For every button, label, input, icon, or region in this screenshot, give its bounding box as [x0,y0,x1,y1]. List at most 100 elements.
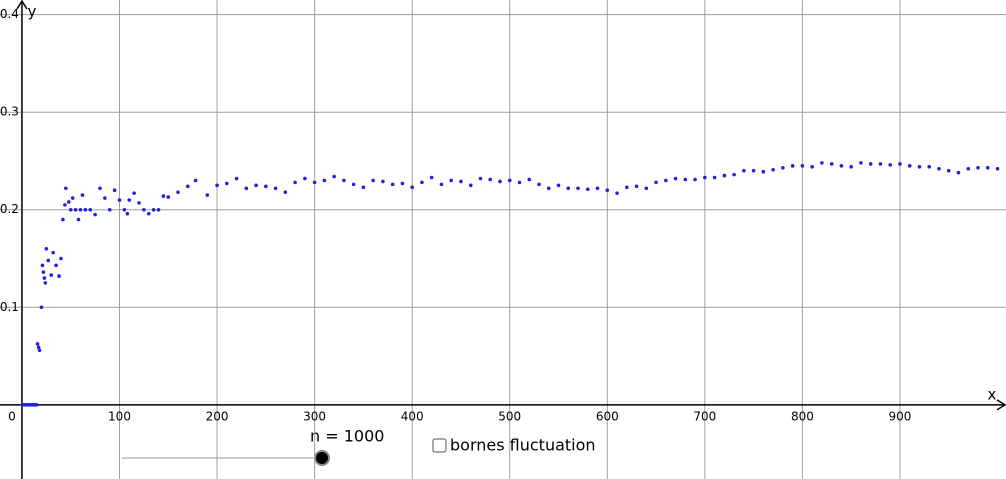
data-point [273,186,278,191]
data-point [576,186,580,191]
data-point [664,178,668,183]
data-point [205,193,210,197]
data-point [76,217,81,222]
data-point [537,182,541,187]
data-point [43,281,48,285]
data-point [654,180,658,185]
data-point [225,181,229,186]
x-axis-label: x [988,385,997,403]
data-point [132,191,136,195]
checkbox[interactable] [432,438,447,453]
x-tick-label: 900 [889,409,912,423]
data-point [83,207,88,212]
data-point [683,177,688,182]
data-point [351,182,356,187]
data-point [907,164,912,168]
data-point [761,169,766,174]
data-point [888,163,893,167]
data-point [517,180,522,185]
data-point [36,345,41,350]
data-point [781,165,785,170]
data-point [732,172,736,177]
data-point [937,166,941,171]
data-point [751,168,756,173]
data-point [459,179,463,184]
data-point [185,184,190,189]
data-point [946,168,951,173]
data-point [35,342,40,346]
data-point [215,183,219,188]
y-axis-label: y [28,3,37,21]
data-point [68,207,73,212]
data-point [546,186,551,191]
data-point [244,186,249,191]
data-point [61,217,65,222]
data-point [51,250,55,255]
data-point [595,186,600,191]
data-point [98,186,102,191]
data-point [898,162,902,166]
data-point [293,180,297,185]
slider-label: n = 1000 [310,427,384,446]
y-axis-arrow [16,0,28,10]
data-point [439,182,444,187]
slider-knob[interactable] [314,450,330,466]
data-point [839,164,844,168]
data-point [332,174,336,179]
data-point [49,273,54,277]
data-point [80,193,85,197]
data-point [176,190,180,194]
x-tick-label: 600 [596,409,619,423]
data-point [976,165,980,170]
data-point [64,186,68,191]
data-point [371,178,375,183]
data-point [722,173,727,178]
data-point [878,162,883,166]
data-point [742,168,746,173]
data-point [234,176,239,181]
data-point [78,207,83,212]
data-point [161,194,166,198]
data-point [312,180,317,185]
data-point [342,178,346,183]
data-point [615,191,619,195]
y-tick-label: 0.2 [0,202,19,216]
data-point [917,165,922,169]
data-point [46,258,51,263]
data-point [410,185,414,190]
data-point [712,175,717,180]
data-point [127,198,132,202]
data-point [54,263,58,268]
data-point [137,201,141,205]
data-point [400,181,405,186]
data-point [57,274,61,278]
checkbox-label[interactable]: bornes fluctuation [450,436,596,455]
data-point [673,176,678,181]
data-point [254,183,258,188]
data-point [122,207,127,212]
data-point [429,175,434,180]
data-point [39,305,44,310]
data-point [59,256,63,261]
data-point [381,179,385,184]
data-point [810,165,814,169]
x-tick-label: 800 [791,409,814,423]
data-point [771,167,775,172]
data-point [112,188,117,193]
data-point [790,164,795,168]
data-point [498,179,502,184]
y-tick-label: 0.4 [0,7,19,21]
data-point [283,190,288,194]
data-point [37,348,42,353]
data-point [420,180,424,185]
y-tick-label: 0.1 [0,300,19,314]
data-point [107,207,112,212]
x-axis-arrow [996,399,1006,411]
data-point [264,184,268,189]
data-point [146,211,151,216]
data-point [166,195,171,199]
data-point [193,178,198,183]
data-point [70,196,75,200]
data-point [556,183,561,188]
